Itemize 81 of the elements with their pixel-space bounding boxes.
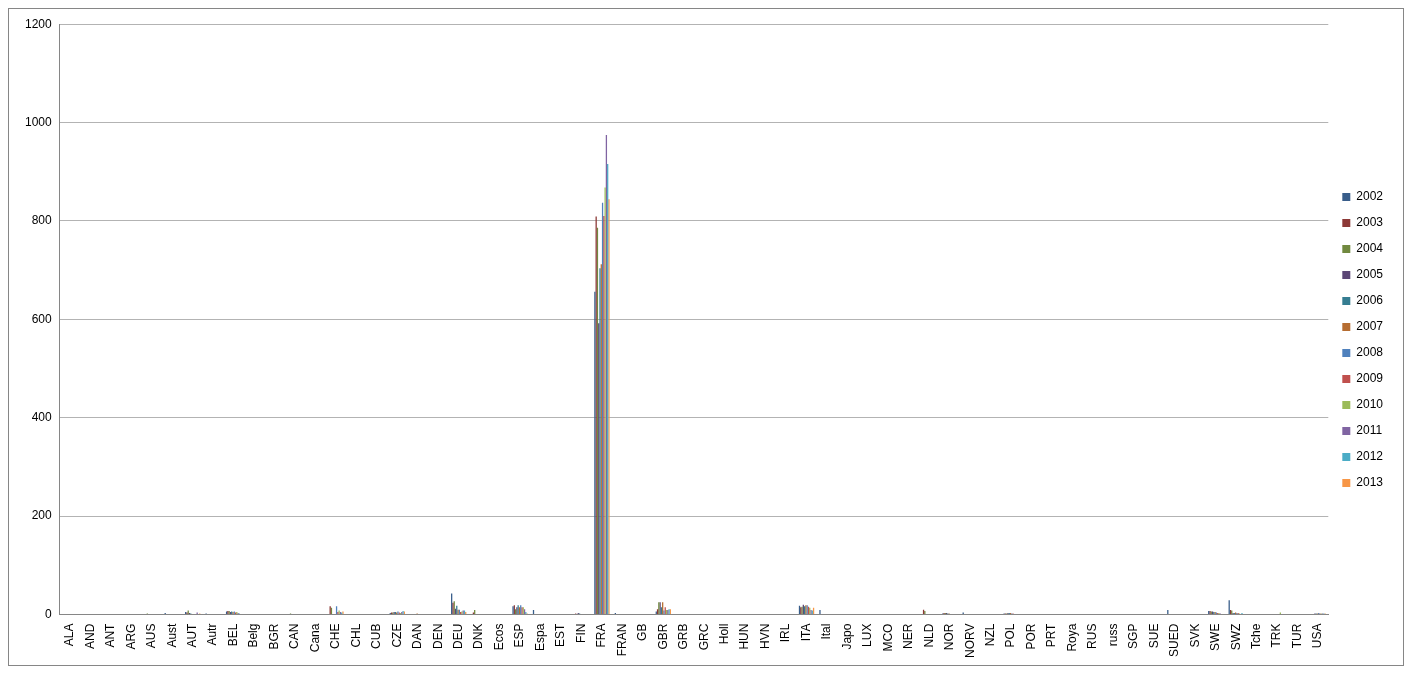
x-tick-label: FIN <box>573 623 588 643</box>
x-tick-label: SWZ <box>1228 623 1243 651</box>
legend-label: 2006 <box>1356 293 1384 308</box>
x-tick-label: TRK <box>1269 623 1284 648</box>
x-tick-label: DEN <box>430 623 445 649</box>
x-tick-label: CZE <box>389 623 404 648</box>
x-tick-label: DNK <box>471 623 486 649</box>
x-tick-label: ESP <box>512 623 527 648</box>
legend-label: 2009 <box>1356 371 1384 386</box>
x-tick-label: Tche <box>1249 623 1263 649</box>
x-tick-label: Japo <box>839 623 854 650</box>
x-tick-label: ITA <box>798 623 813 642</box>
legend-label: 2004 <box>1356 241 1384 256</box>
x-tick-label: LUX <box>860 623 875 647</box>
x-tick-label: CAN <box>287 623 302 649</box>
x-tick-label: ANT <box>103 622 118 648</box>
x-tick-label: DAN <box>410 623 425 649</box>
legend-label: 2002 <box>1356 189 1384 204</box>
x-tick-label: DEU <box>451 623 466 649</box>
legend-label: 2008 <box>1356 345 1384 360</box>
x-tick-label: POR <box>1023 623 1038 650</box>
x-tick-label: SWE <box>1208 623 1223 651</box>
x-tick-label: FRAN <box>614 623 629 657</box>
x-tick-label: AUT <box>185 622 200 648</box>
x-tick-label: SUE <box>1146 623 1161 649</box>
y-tick-label: 200 <box>31 508 53 523</box>
x-tick-label: POL <box>1003 623 1018 648</box>
x-tick-label: NORV <box>962 623 977 658</box>
x-tick-label: AUS <box>144 623 159 649</box>
y-tick-label: 0 <box>45 606 53 621</box>
x-tick-label: GB <box>635 623 650 641</box>
x-tick-label: HVN <box>757 623 772 649</box>
x-tick-label: Cana <box>307 623 322 653</box>
y-tick-label: 400 <box>31 410 53 425</box>
x-tick-label: USA <box>1310 623 1325 649</box>
y-tick-label: 1200 <box>24 16 53 31</box>
x-tick-label: russ <box>1105 623 1120 647</box>
x-tick-label: Belg <box>246 623 261 648</box>
legend-label: 2011 <box>1356 423 1383 438</box>
x-tick-label: SVK <box>1187 623 1202 648</box>
x-tick-label: ALA <box>62 623 77 647</box>
x-tick-label: NZL <box>983 623 997 647</box>
legend-label: 2007 <box>1356 319 1384 334</box>
x-tick-label: BEL <box>225 623 240 647</box>
legend-label: 2003 <box>1356 215 1384 230</box>
x-tick-label: Autr <box>205 623 220 646</box>
x-tick-label: IRL <box>778 623 793 643</box>
y-tick-label: 800 <box>31 213 53 228</box>
x-tick-label: PRT <box>1044 622 1059 648</box>
x-tick-label: NLD <box>921 623 936 648</box>
x-tick-label: ARG <box>123 623 138 650</box>
x-tick-label: Ital <box>819 623 834 640</box>
x-tick-label: HUN <box>737 623 752 650</box>
x-tick-label: Holl <box>717 623 731 645</box>
x-tick-label: RUS <box>1085 623 1100 649</box>
x-tick-label: FRA <box>594 623 609 648</box>
x-tick-label: GRB <box>676 623 691 650</box>
legend-label: 2010 <box>1356 397 1384 412</box>
x-tick-label: CHL <box>348 623 363 648</box>
x-tick-label: GRC <box>696 623 711 651</box>
legend-label: 2012 <box>1356 449 1384 464</box>
x-tick-label: NOR <box>942 623 957 651</box>
x-tick-label: Espa <box>532 623 547 651</box>
legend-label: 2005 <box>1356 267 1384 282</box>
x-tick-label: NER <box>901 623 916 649</box>
x-tick-label: EST <box>553 622 568 647</box>
x-tick-label: Roya <box>1064 623 1079 652</box>
x-tick-label: Aust <box>164 622 179 648</box>
x-tick-label: AND <box>82 623 97 649</box>
x-tick-label: SGP <box>1126 623 1141 649</box>
x-tick-label: CHE <box>328 623 343 649</box>
x-tick-label: SUED <box>1167 623 1182 657</box>
x-tick-label: Ecos <box>491 623 506 651</box>
x-tick-label: TUR <box>1289 623 1304 649</box>
legend-label: 2013 <box>1356 475 1384 490</box>
y-tick-label: 600 <box>31 311 53 326</box>
x-tick-label: MCO <box>880 623 895 652</box>
x-tick-label: GBR <box>655 623 670 650</box>
y-tick-label: 1000 <box>24 114 53 129</box>
x-tick-label: CUB <box>369 623 384 649</box>
x-tick-label: BGR <box>266 623 281 650</box>
